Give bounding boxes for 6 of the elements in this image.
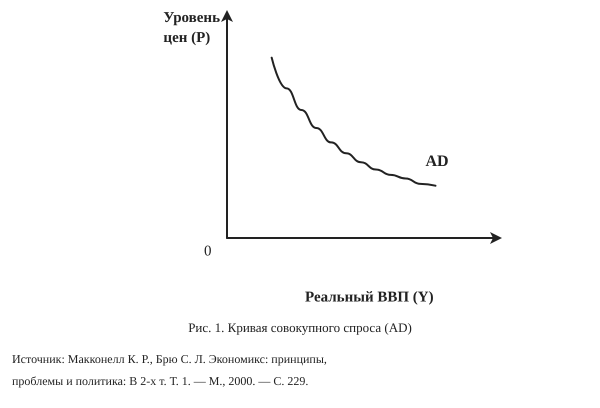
- x-axis-title: Реальный ВВП (Y): [305, 290, 434, 306]
- series-label: AD: [425, 153, 449, 170]
- y-axis-title: Уровень цен (P): [163, 10, 220, 46]
- text: Рис. 1. Кривая совокупного спроса (AD): [188, 320, 412, 335]
- text: Источник: Макконелл К. Р., Брю С. Л. Экономикс: принципы, проблемы и политика: В 2-х т. Т. 1. — М., 2000. — С. 229.: [12, 352, 330, 388]
- text: 0: [204, 244, 212, 260]
